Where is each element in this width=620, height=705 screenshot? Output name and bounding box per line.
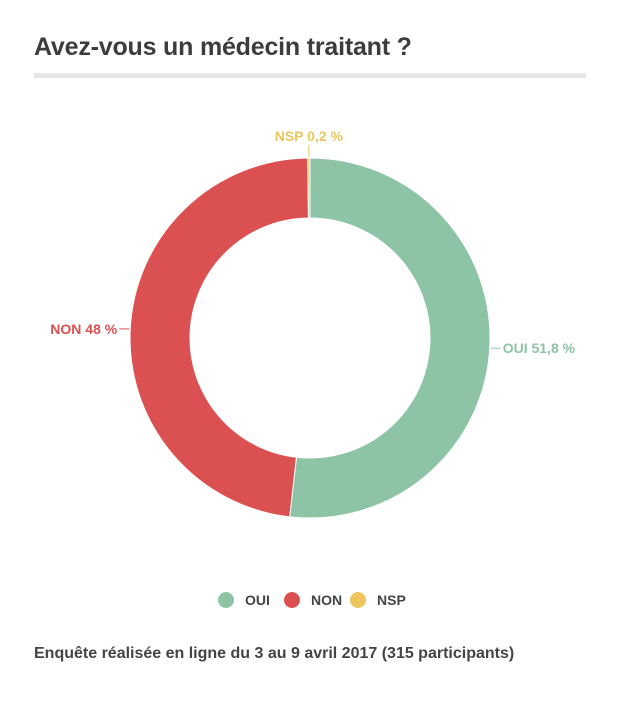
- legend-swatch-non: [284, 592, 300, 608]
- legend-item-nsp[interactable]: NSP: [350, 592, 406, 608]
- legend-swatch-nsp: [350, 592, 366, 608]
- legend-item-non[interactable]: NON: [284, 592, 342, 608]
- slice-label-non: NON 48 %: [50, 321, 117, 337]
- survey-footnote: Enquête réalisée en ligne du 3 au 9 avri…: [34, 645, 515, 662]
- label-leaders: [119, 145, 501, 349]
- legend-item-oui[interactable]: OUI: [218, 592, 270, 608]
- legend-swatch-oui: [218, 592, 234, 608]
- slice-label-oui: OUI 51,8 %: [503, 340, 576, 356]
- slice-label-nsp: NSP 0,2 %: [275, 128, 344, 144]
- chart-title: Avez-vous un médecin traitant ?: [34, 33, 412, 61]
- title-divider: [34, 73, 586, 78]
- legend-label-non: NON: [311, 592, 342, 608]
- donut-slices: [129, 157, 491, 519]
- slice-nsp[interactable]: [307, 157, 311, 219]
- slice-labels: OUI 51,8 % NON 48 % NSP 0,2 %: [50, 128, 575, 356]
- chart-legend: OUI NON NSP: [218, 592, 406, 608]
- legend-label-nsp: NSP: [377, 592, 406, 608]
- slice-non[interactable]: [129, 157, 309, 518]
- legend-label-oui: OUI: [245, 592, 270, 608]
- slice-oui[interactable]: [289, 157, 491, 519]
